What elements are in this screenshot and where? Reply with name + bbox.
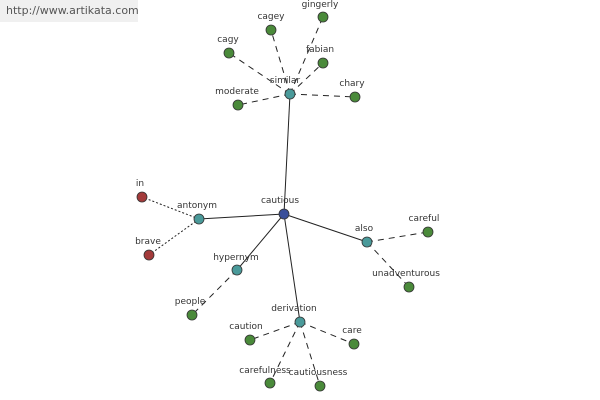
node-label: similar [270, 76, 300, 86]
node [136, 191, 148, 203]
node-label: brave [135, 237, 161, 247]
edge [283, 93, 291, 215]
node [317, 11, 329, 23]
edge [191, 269, 238, 316]
node-label: cautiousness [289, 368, 348, 378]
node-label: unadventurous [372, 269, 440, 279]
node [314, 380, 326, 392]
edge [269, 321, 301, 384]
node-label: carefulness [239, 366, 291, 376]
node-label: care [342, 326, 362, 336]
node [422, 226, 434, 238]
node [317, 57, 329, 69]
edge [283, 213, 301, 323]
node [232, 99, 244, 111]
node-label: cautious [261, 196, 299, 206]
edge [366, 231, 429, 243]
node [361, 236, 373, 248]
edge [289, 16, 324, 95]
node-label: chary [339, 79, 365, 89]
node-label: fabian [306, 45, 334, 55]
site-url[interactable]: http://www.artikata.com [0, 0, 139, 22]
node-label: antonym [177, 201, 217, 211]
node-label: derivation [271, 304, 317, 314]
node [264, 377, 276, 389]
node [284, 88, 296, 100]
node [231, 264, 243, 276]
edge [289, 62, 324, 95]
node [143, 249, 155, 261]
edge [299, 321, 355, 345]
node [244, 334, 256, 346]
edge [198, 213, 285, 220]
node-label: in [136, 179, 144, 189]
edge [283, 213, 368, 243]
node-label: hypernym [213, 253, 259, 263]
edge [228, 52, 291, 95]
node [294, 316, 306, 328]
node [223, 47, 235, 59]
edge [237, 93, 291, 106]
edge [236, 213, 285, 271]
node-label: cagy [217, 35, 239, 45]
edge [289, 93, 356, 98]
node-label: also [355, 224, 374, 234]
edge [366, 241, 410, 288]
node [265, 24, 277, 36]
edge [270, 29, 291, 95]
node-label: careful [409, 214, 440, 224]
node-label: gingerly [302, 0, 339, 10]
edge [299, 321, 321, 387]
node-label: people [175, 297, 206, 307]
edge [249, 321, 301, 341]
node-label: cagey [257, 12, 285, 22]
node [278, 208, 290, 220]
node [193, 213, 205, 225]
node [186, 309, 198, 321]
node [349, 91, 361, 103]
node [403, 281, 415, 293]
node [348, 338, 360, 350]
node-label: caution [229, 322, 262, 332]
node-label: moderate [215, 87, 259, 97]
